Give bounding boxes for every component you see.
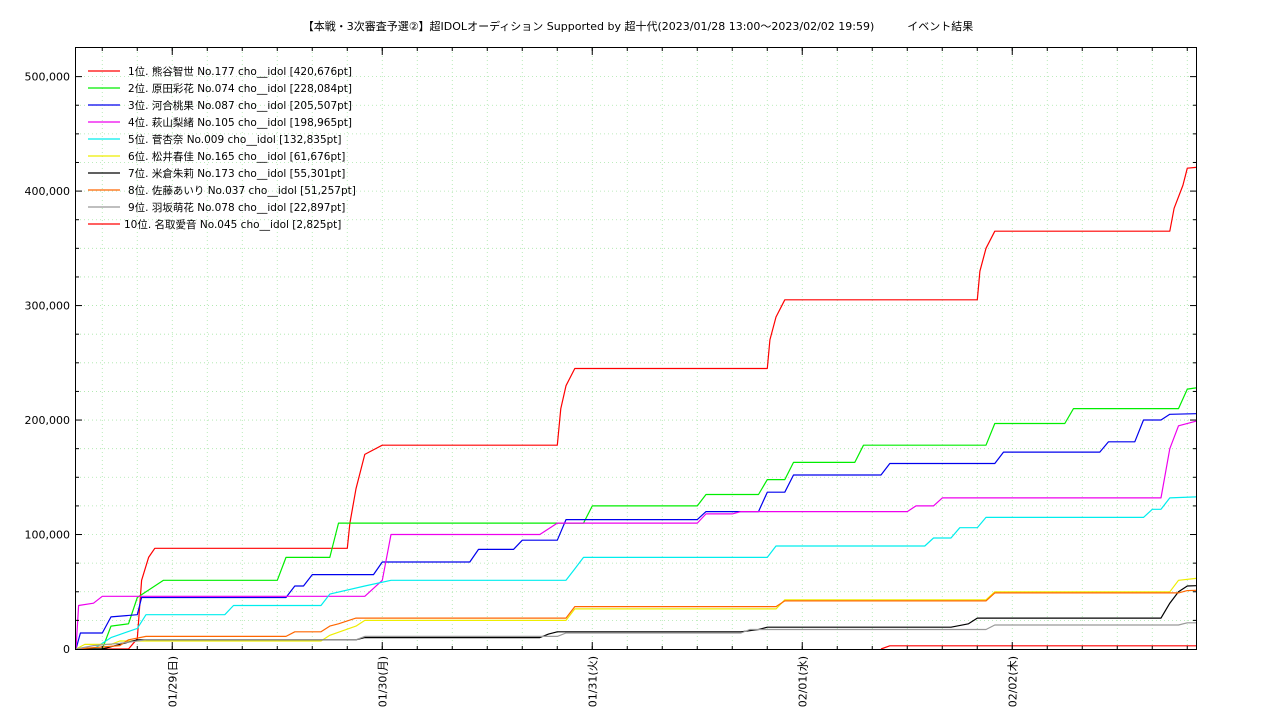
series-line-9 xyxy=(75,622,1196,650)
legend-entry: 5位. 菅杏奈 No.009 cho__idol [132,835pt] xyxy=(128,133,342,146)
series-lines xyxy=(75,166,1197,650)
x-tick-label: 01/31(火) xyxy=(586,656,599,707)
x-tick-label: 01/29(日) xyxy=(166,656,179,707)
x-tick-label: 02/02(木) xyxy=(1006,656,1019,707)
x-tick-label: 02/01(水) xyxy=(796,656,809,707)
series-line-2 xyxy=(76,387,1197,650)
y-tick-label: 400,000 xyxy=(25,185,71,198)
y-tick-label: 300,000 xyxy=(25,300,71,313)
y-axis: 0 100,000 200,000 300,000 400,000 500,000 xyxy=(25,71,1196,656)
series-line-4 xyxy=(75,420,1197,650)
chart-title: 【本戦・3次審査予選②】超IDOLオーディション Supported by 超十… xyxy=(303,19,974,33)
series-line-1 xyxy=(76,166,1197,650)
legend-entry: 7位. 米倉朱莉 No.173 cho__idol [55,301pt] xyxy=(128,167,345,180)
y-tick-label: 0 xyxy=(63,643,70,656)
series-line-6 xyxy=(75,577,1197,650)
series-line-8 xyxy=(75,589,1197,650)
legend-entry: 2位. 原田彩花 No.074 cho__idol [228,084pt] xyxy=(128,82,352,95)
series-line-3 xyxy=(75,413,1197,650)
legend-entry: 10位. 名取愛音 No.045 cho__idol [2,825pt] xyxy=(124,218,341,231)
y-tick-label: 500,000 xyxy=(25,71,71,84)
legend-entry: 4位. 萩山梨緒 No.105 cho__idol [198,965pt] xyxy=(128,116,352,129)
x-axis: 01/29(日) 01/30(月) 01/31(火) 02/01(水) 02/02(木) xyxy=(101,48,1188,707)
legend-entry: 1位. 熊谷智世 No.177 cho__idol [420,676pt] xyxy=(128,65,352,78)
y-tick-label: 100,000 xyxy=(25,529,71,542)
legend-entry: 9位. 羽坂萌花 No.078 cho__idol [22,897pt] xyxy=(128,201,345,214)
y-tick-label: 200,000 xyxy=(25,414,71,427)
legend-entry: 8位. 佐藤あいり No.037 cho__idol [51,257pt] xyxy=(128,184,356,197)
x-tick-label: 01/30(月) xyxy=(376,656,389,707)
legend: 1位. 熊谷智世 No.177 cho__idol [420,676pt] 2位.… xyxy=(88,65,356,231)
legend-entry: 3位. 河合桃果 No.087 cho__idol [205,507pt] xyxy=(128,99,352,112)
plot-frame xyxy=(75,47,1197,650)
legend-entry: 6位. 松井春佳 No.165 cho__idol [61,676pt] xyxy=(128,150,345,163)
series-line-10 xyxy=(880,645,1196,650)
series-line-5 xyxy=(76,496,1197,650)
